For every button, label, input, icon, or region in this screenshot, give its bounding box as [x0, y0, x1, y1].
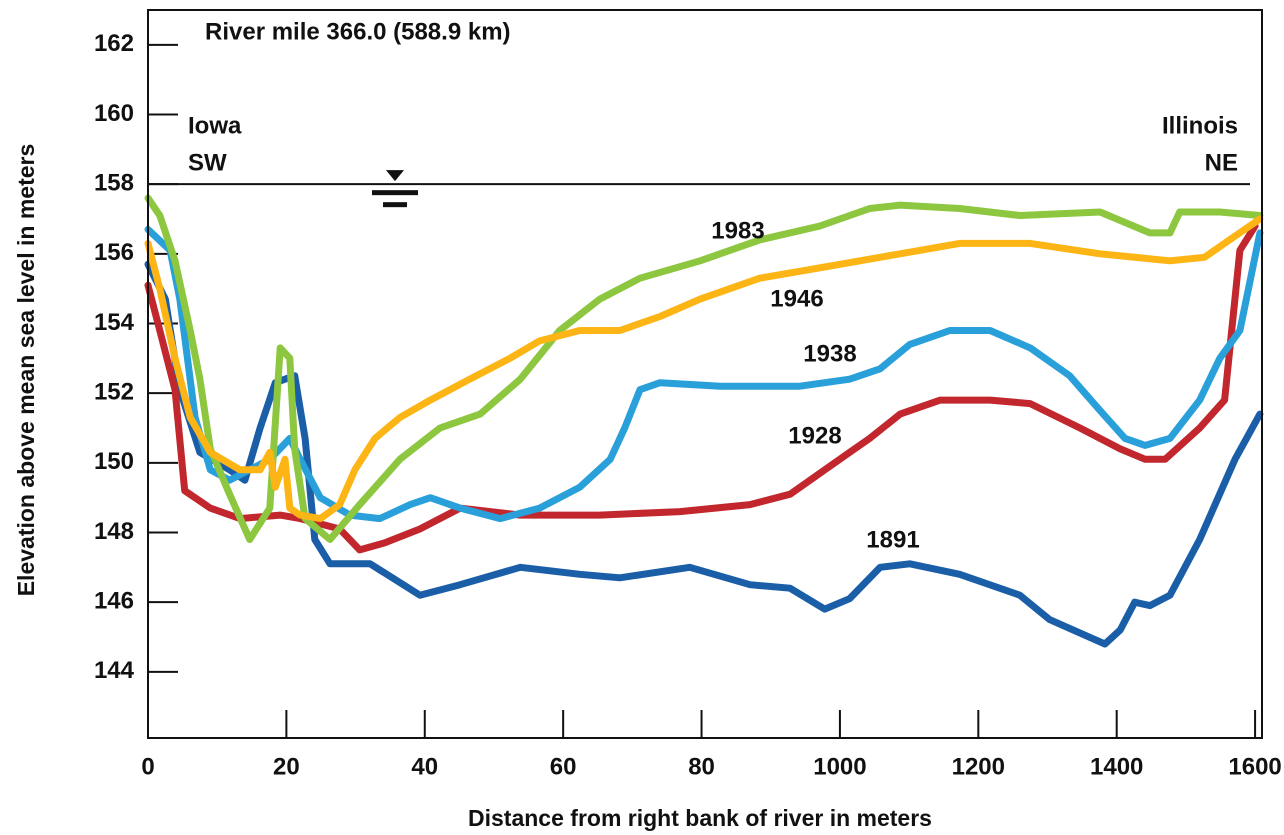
y-tick-label: 152	[94, 379, 134, 406]
y-tick-label: 158	[94, 170, 134, 197]
plot-frame	[147, 9, 1263, 739]
bank-label: Illinois	[1162, 112, 1238, 139]
x-tick-label: 0	[141, 753, 154, 780]
x-tick-label: 80	[688, 753, 715, 780]
series-line	[144, 215, 1264, 523]
y-tick-label: 156	[94, 239, 134, 266]
y-tick-label: 154	[94, 309, 135, 336]
series-label: 1891	[866, 526, 919, 553]
water-symbol	[383, 202, 407, 208]
series-line	[144, 225, 1264, 523]
bank-label: Iowa	[188, 112, 242, 139]
x-tick-label: 40	[411, 753, 438, 780]
y-tick-label: 150	[94, 448, 134, 475]
x-tick-label: 1400	[1090, 753, 1143, 780]
water-symbol	[372, 190, 418, 196]
x-tick-label: 1000	[813, 753, 866, 780]
series-label: 1938	[803, 340, 856, 367]
x-tick-label: 1200	[952, 753, 1005, 780]
series-line	[144, 260, 1264, 648]
series-line	[144, 194, 1264, 543]
y-tick-label: 148	[94, 518, 134, 545]
y-axis-title: Elevation above mean sea level in meters	[13, 144, 39, 597]
x-tick-label: 20	[273, 753, 300, 780]
series-label: 1928	[788, 422, 841, 449]
series-label: 1983	[711, 217, 764, 244]
bank-label: SW	[188, 149, 227, 176]
x-tick-label: 1600	[1228, 753, 1281, 780]
bank-label: NE	[1205, 149, 1238, 176]
y-tick-label: 146	[94, 587, 134, 614]
series-line	[144, 222, 1259, 554]
chart-title: River mile 366.0 (588.9 km)	[205, 18, 511, 45]
x-axis-title: Distance from right bank of river in met…	[468, 805, 932, 831]
water-symbol	[386, 170, 404, 182]
y-tick-label: 144	[94, 657, 135, 684]
x-tick-label: 60	[550, 753, 577, 780]
y-tick-label: 162	[94, 30, 134, 57]
y-tick-label: 160	[94, 100, 134, 127]
series-label: 1946	[770, 285, 823, 312]
